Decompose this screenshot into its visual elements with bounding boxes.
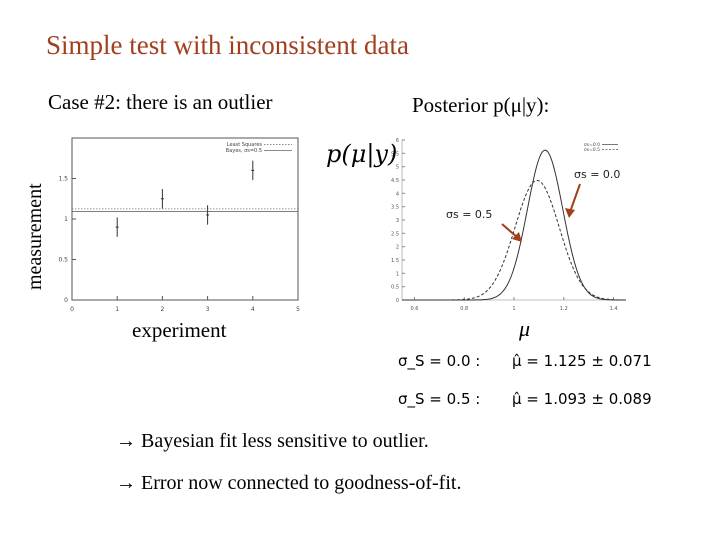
x-tick-label: 4	[251, 306, 255, 313]
y-tick-label: 0.5	[391, 285, 399, 291]
result-value-1: μ̂ = 1.093 ± 0.089	[512, 390, 652, 408]
x-tick-label: 5	[296, 306, 300, 313]
result-label-1: σ_S = 0.5 :	[398, 390, 481, 408]
annotation-sigma-1: σs = 0.5	[446, 208, 492, 221]
y-tick-label: 1	[396, 271, 399, 277]
posterior-curve	[402, 179, 627, 301]
x-tick-label: 1	[115, 306, 119, 313]
slide-title: Simple test with inconsistent data	[46, 30, 409, 60]
annotation-sigma-0: σs = 0.0	[574, 168, 620, 181]
result-label-0: σ_S = 0.0 :	[398, 352, 481, 370]
posterior-chart: 0 0.5 1 1.5 2 2.5 3 3.5 4 4.5 5 5.5 6 0.6 0.8 1 1.2 1.4 σs…	[391, 138, 627, 312]
arrow-to-dashed	[501, 223, 519, 239]
left-caption: Case #2: there is an outlier	[48, 90, 273, 114]
x-tick-label: 0.6	[410, 306, 418, 312]
posterior-axis-label: p(μ|y)	[326, 140, 398, 168]
legend-label: σs=0.0	[584, 142, 600, 148]
mu-axis-label: μ	[519, 316, 531, 341]
bullet-1: → Error now connected to goodness-of-fit…	[116, 472, 462, 494]
arrow-to-solid	[569, 183, 581, 213]
y-tick-label: 2.5	[391, 231, 399, 237]
legend-label: Least Squares	[227, 142, 263, 148]
x-tick-label: 0	[70, 306, 74, 313]
y-tick-label: 1.5	[58, 176, 68, 183]
plot-frame	[71, 137, 299, 301]
y-tick-label: 0.5	[58, 257, 68, 264]
y-tick-label: 6	[396, 138, 399, 144]
arrow-head	[565, 208, 575, 218]
y-tick-label: 1.5	[391, 258, 399, 264]
legend-label: Bayes, σs=0.5	[226, 148, 262, 154]
y-tick-label: 4	[396, 191, 399, 197]
x-tick-label: 1.2	[560, 306, 568, 312]
x-tick-label: 0.8	[460, 306, 468, 312]
y-tick-label: 2	[396, 245, 399, 251]
y-tick-label: 4.5	[391, 178, 399, 184]
y-tick-label: 5	[396, 165, 399, 171]
measurement-axis-label: measurement	[24, 183, 46, 290]
x-tick-label: 3	[206, 306, 210, 313]
arrow-head	[512, 232, 522, 242]
x-tick-label: 2	[160, 306, 164, 313]
y-tick-label: 3.5	[391, 205, 399, 211]
y-tick-label: 3	[396, 218, 399, 224]
experiment-axis-label: experiment	[132, 318, 227, 342]
right-caption: Posterior p(μ|y):	[412, 93, 550, 117]
result-value-0: μ̂ = 1.125 ± 0.071	[512, 352, 652, 370]
legend-label: σs=0.5	[584, 147, 600, 153]
x-tick-label: 1	[512, 306, 515, 312]
bullet-0: → Bayesian fit less sensitive to outlier…	[116, 430, 429, 452]
x-tick-label: 1.4	[610, 306, 618, 312]
y-tick-label: 0	[64, 297, 68, 304]
y-tick-label: 0	[396, 298, 399, 304]
y-tick-label: 5.5	[391, 151, 399, 157]
y-tick-label: 1	[64, 216, 68, 223]
